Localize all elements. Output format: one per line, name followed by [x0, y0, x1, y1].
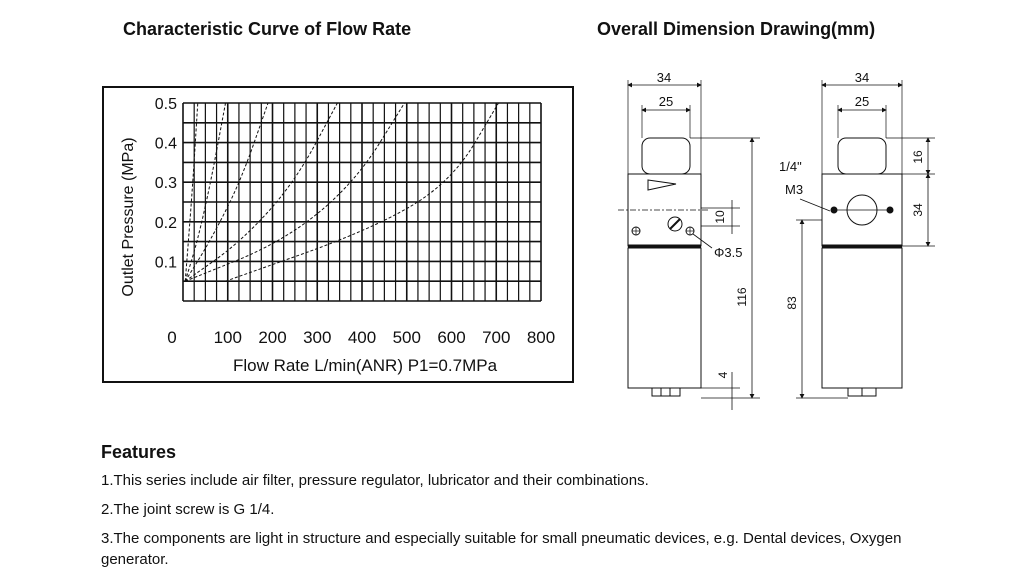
side-block: 34 [911, 203, 925, 217]
features-section: Features 1.This series include air filte… [101, 442, 921, 570]
x-tick-label: 600 [437, 328, 465, 347]
side-top-cap [837, 137, 887, 175]
feature-item-3: 3.The components are light in structure … [101, 530, 902, 568]
adjust-screw [667, 216, 683, 232]
side-width-body: 25 [855, 94, 869, 109]
features-heading: Features [101, 442, 177, 462]
side-top: 16 [911, 150, 925, 164]
chart-ticks: 0 100 200 300 400 500 600 700 800 0.1 0.2 0.3 0.4 0.5 [155, 96, 555, 347]
y-tick-label: 0.3 [155, 175, 177, 192]
flow-curve-6 [225, 102, 499, 282]
flow-curve-4 [184, 102, 338, 282]
feature-item-1: 1.This series include air filter, pressu… [101, 472, 649, 489]
dimension-drawing: 34 25 10 Φ3.5 116 4 34 25 16 34 83 1/4" … [618, 70, 935, 410]
feature-item-2: 2.The joint screw is G 1/4. [101, 501, 275, 518]
y-tick-label: 0.2 [155, 215, 177, 232]
chart-grid [182, 102, 542, 302]
arrow-mark [647, 179, 677, 191]
x-tick-label: 200 [258, 328, 286, 347]
x-tick-label: 800 [527, 328, 555, 347]
side-view [796, 80, 935, 399]
flow-rate-chart: 0 100 200 300 400 500 600 700 800 0.1 0.2 0.3 0.4 0.5… [120, 96, 555, 375]
chart-panel [102, 86, 574, 383]
flow-curve-5 [185, 102, 405, 282]
front-lower-body [627, 247, 702, 389]
y-tick-label: 0.1 [155, 254, 177, 271]
side-port: 1/4" [779, 159, 802, 174]
x-tick-label: 500 [393, 328, 421, 347]
side-thread: M3 [785, 182, 803, 197]
y-axis-label: Outlet Pressure (MPa) [120, 137, 137, 296]
drawing-title: Overall Dimension Drawing(mm) [597, 19, 876, 39]
chart-curves [184, 102, 499, 282]
x-tick-label: 100 [214, 328, 242, 347]
flow-curve-3 [184, 102, 269, 282]
front-width-body: 25 [659, 94, 673, 109]
x-axis-label: Flow Rate L/min(ANR) P1=0.7MPa [233, 356, 498, 375]
side-width-overall: 34 [855, 70, 869, 85]
front-hole: Φ3.5 [714, 245, 742, 260]
chart-title: Characteristic Curve of Flow Rate [123, 19, 412, 39]
x-tick-label: 0 [167, 328, 176, 347]
front-port-offset: 10 [713, 210, 727, 224]
front-height-total: 116 [735, 287, 749, 306]
front-bottom: 4 [716, 371, 730, 378]
flow-curve-2 [184, 102, 227, 282]
y-tick-label: 0.4 [155, 136, 177, 153]
front-top-cap [641, 137, 691, 175]
x-tick-label: 300 [303, 328, 331, 347]
front-width-overall: 34 [657, 70, 671, 85]
side-lower: 83 [785, 296, 799, 310]
y-tick-label: 0.5 [155, 96, 177, 113]
side-lower-body [821, 247, 903, 389]
x-tick-label: 700 [482, 328, 510, 347]
front-view [618, 80, 760, 410]
x-tick-label: 400 [348, 328, 376, 347]
flow-curve-1 [184, 102, 199, 282]
